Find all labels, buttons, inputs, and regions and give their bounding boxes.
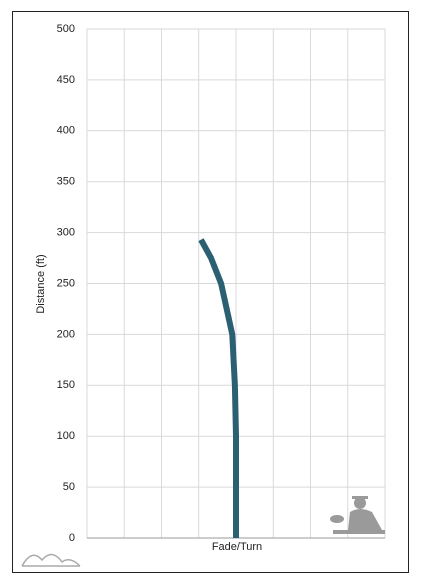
y-tick-label: 500	[57, 23, 75, 35]
y-tick-label: 400	[57, 125, 75, 137]
frame	[12, 11, 409, 573]
player-icon	[330, 496, 385, 534]
x-axis-label: Fade/Turn	[212, 541, 262, 553]
y-tick-label: 450	[57, 74, 75, 86]
y-tick-label: 200	[57, 328, 75, 340]
y-tick-label: 350	[57, 176, 75, 188]
y-axis-label: Distance (ft)	[35, 254, 47, 313]
logo	[21, 553, 81, 567]
y-tick-label: 250	[57, 277, 75, 289]
plot-area: 0 50 100 150 200 250 300 350 400 450 500	[57, 23, 386, 544]
y-tick-label: 150	[57, 379, 75, 391]
flight-path	[198, 238, 239, 538]
y-tick-label: 100	[57, 430, 75, 442]
y-tick-label: 0	[69, 532, 75, 544]
y-tick-label: 50	[63, 481, 75, 493]
y-tick-label: 300	[57, 227, 75, 239]
